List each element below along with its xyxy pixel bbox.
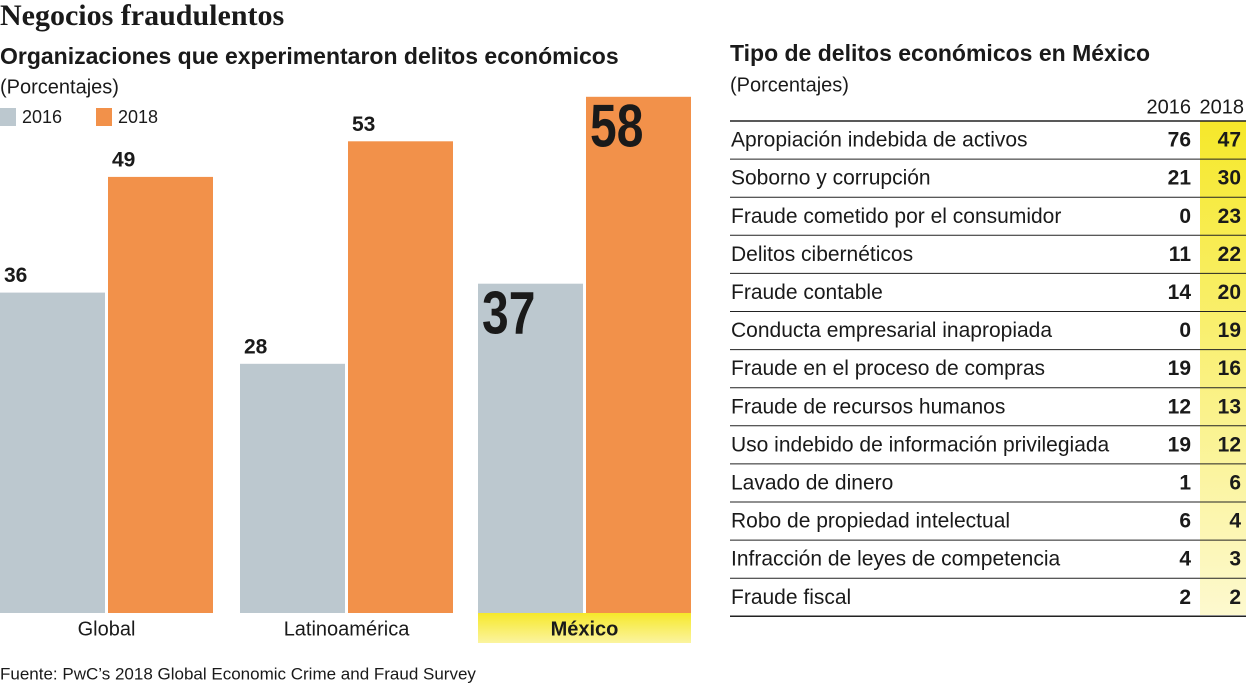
bar-chart: 2016 36 28 37 2018 49 53 58 Global Latinoamérica M…	[0, 93, 691, 640]
row-label: Robo de propiedad intelectual	[731, 510, 1010, 533]
cell-value: 21	[1168, 167, 1192, 190]
cell-value: 76	[1168, 129, 1191, 152]
bar	[348, 141, 453, 614]
cell-value: 13	[1218, 395, 1241, 418]
cell-value: 2	[1229, 586, 1241, 609]
bar	[478, 283, 583, 613]
row-label: Delitos cibernéticos	[731, 243, 913, 266]
legend-swatch	[0, 108, 16, 126]
cell-value: 3	[1229, 548, 1241, 571]
cell-value: 4	[1179, 548, 1191, 571]
cell-value: 0	[1179, 205, 1191, 228]
column-header: 2018	[1200, 96, 1245, 118]
value-label: 37	[482, 279, 535, 346]
row-label: Uso indebido de información privilegiada	[731, 433, 1110, 456]
row-label: Soborno y corrupción	[731, 167, 931, 190]
value-label: 58	[590, 93, 643, 160]
row-label: Lavado de dinero	[731, 471, 893, 494]
cell-value: 19	[1168, 357, 1191, 380]
cell-value: 12	[1168, 395, 1191, 418]
cell-value: 23	[1218, 205, 1241, 228]
row-label: Fraude de recursos humanos	[731, 395, 1005, 418]
category-label: Global	[78, 618, 136, 640]
legend-label: 2016	[22, 107, 62, 127]
value-label: 53	[352, 113, 375, 136]
row-label: Fraude fiscal	[731, 586, 851, 609]
row-label: Fraude contable	[731, 281, 883, 304]
row-label: Apropiación indebida de activos	[731, 129, 1028, 152]
row-label: Infracción de leyes de competencia	[731, 548, 1061, 571]
cell-value: 47	[1218, 129, 1241, 152]
cell-value: 4	[1229, 510, 1241, 533]
column-highlight	[1200, 121, 1246, 615]
value-label: 49	[112, 148, 135, 171]
bar	[0, 292, 105, 613]
row-label: Fraude cometido por el consumidor	[731, 205, 1061, 228]
cell-value: 30	[1218, 167, 1241, 190]
cell-value: 22	[1218, 243, 1241, 266]
legend-label: 2018	[118, 107, 158, 127]
cell-value: 19	[1218, 319, 1241, 342]
chart-subtitle: (Porcentajes)	[0, 76, 119, 98]
source: Fuente: PwC’s 2018 Global Economic Crime…	[0, 664, 476, 683]
cell-value: 6	[1229, 471, 1241, 494]
value-label: 28	[244, 335, 268, 358]
chart-title: Organizaciones que experimentaron delito…	[0, 43, 619, 69]
table-title: Tipo de delitos económicos en México	[730, 40, 1150, 66]
bar	[108, 176, 213, 613]
category-label: Latinoamérica	[284, 618, 411, 640]
cell-value: 0	[1179, 319, 1191, 342]
cell-value: 1	[1179, 471, 1191, 494]
category-highlight	[478, 613, 691, 643]
cell-value: 2	[1179, 586, 1191, 609]
bar	[586, 96, 691, 614]
page-title: Negocios fraudulentos	[0, 0, 284, 32]
table-subtitle: (Porcentajes)	[730, 74, 849, 96]
row-label: Conducta empresarial inapropiada	[731, 319, 1052, 342]
column-header: 2016	[1147, 96, 1192, 118]
cell-value: 11	[1169, 243, 1192, 266]
cell-value: 19	[1168, 433, 1191, 456]
category-label: México	[551, 618, 619, 640]
cell-value: 14	[1168, 281, 1192, 304]
cell-value: 6	[1179, 510, 1191, 533]
cell-value: 20	[1218, 281, 1241, 304]
legend-swatch	[96, 108, 112, 126]
value-label: 36	[4, 264, 27, 287]
row-label: Fraude en el proceso de compras	[731, 357, 1045, 380]
cell-value: 12	[1218, 433, 1241, 456]
cell-value: 16	[1218, 357, 1241, 380]
bar	[240, 363, 345, 613]
